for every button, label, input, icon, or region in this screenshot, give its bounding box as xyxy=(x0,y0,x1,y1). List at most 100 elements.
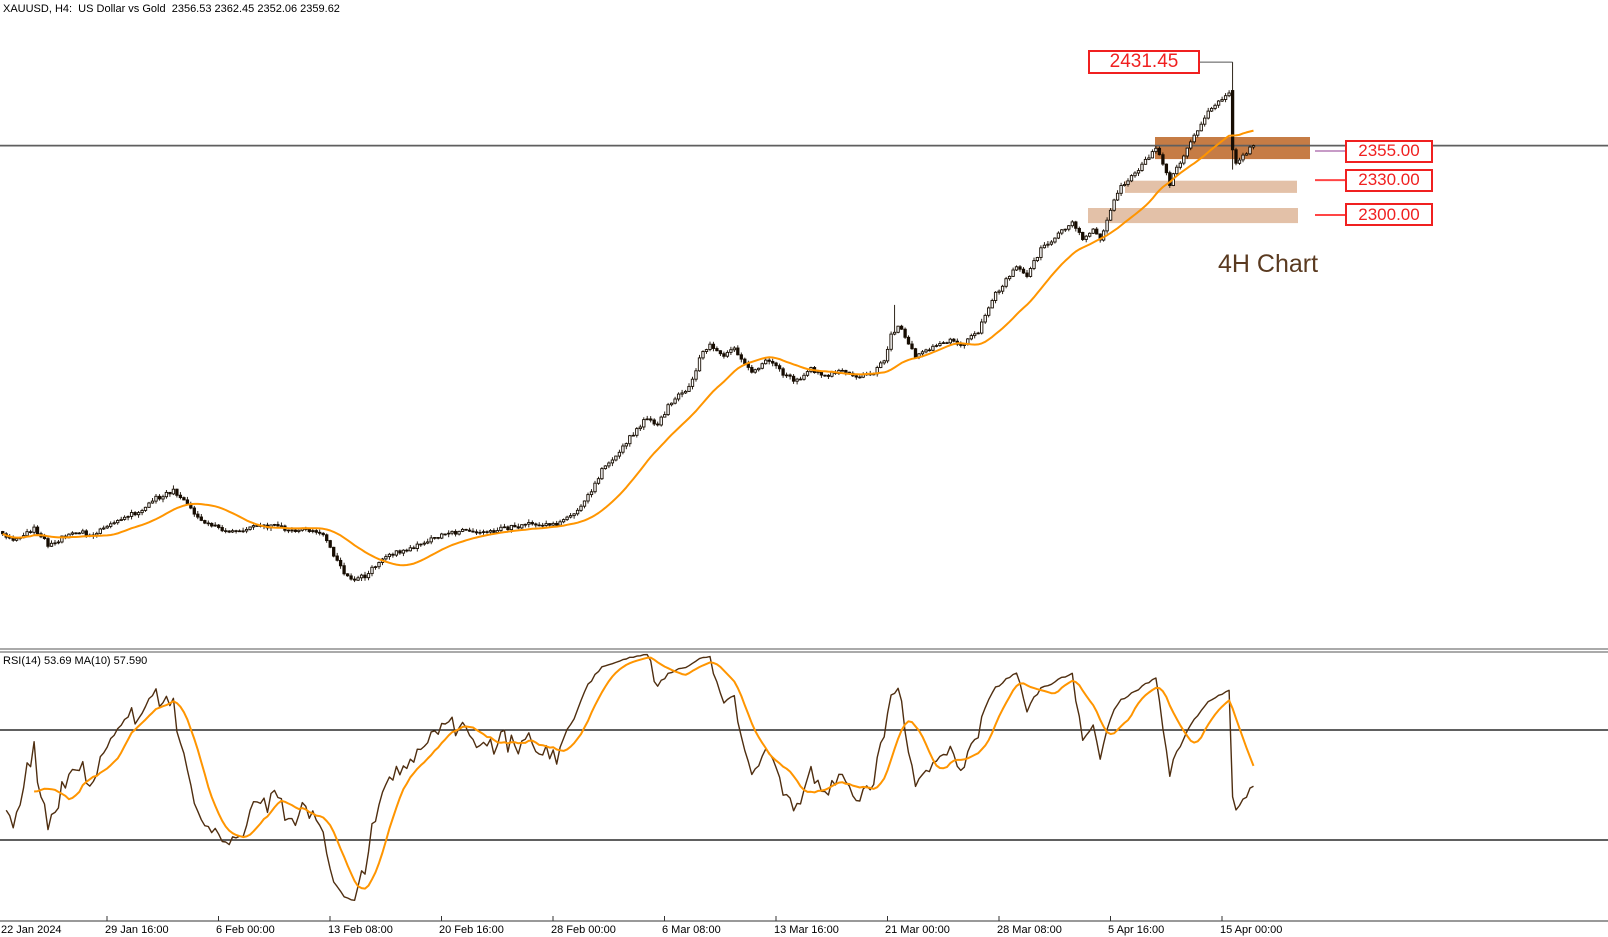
candle-body xyxy=(1028,268,1033,277)
candle-body xyxy=(1112,199,1116,211)
candle-body xyxy=(450,530,454,534)
candle-body xyxy=(1056,232,1061,239)
candle-body xyxy=(701,351,705,359)
time-axis-label: 21 Mar 00:00 xyxy=(885,924,950,936)
candle-body xyxy=(318,531,322,534)
candle-body xyxy=(1115,192,1120,201)
candle-body xyxy=(109,523,113,527)
price-label-2355[interactable]: 2355.00 xyxy=(1345,139,1433,163)
candle-body xyxy=(1021,268,1026,274)
candle-body xyxy=(732,347,736,351)
candle-body xyxy=(899,325,904,330)
symbol-title: XAUUSD, H4: US Dollar vs Gold 2356.53 23… xyxy=(3,3,340,15)
candle-body xyxy=(561,519,566,523)
candle-body xyxy=(596,478,601,484)
candle-body xyxy=(1063,228,1067,231)
candle-body xyxy=(255,525,259,527)
candle-body xyxy=(1227,92,1231,97)
candle-body xyxy=(798,378,803,381)
candle-body xyxy=(391,553,395,556)
rsi-ma-line xyxy=(34,656,1255,890)
supply-demand-zone-2[interactable] xyxy=(1088,208,1298,224)
candle-body xyxy=(913,348,918,358)
candle-body xyxy=(102,527,106,530)
candle-body xyxy=(485,531,489,533)
candle-body xyxy=(143,506,148,511)
candle-body xyxy=(527,522,531,525)
price-label-2300[interactable]: 2300.00 xyxy=(1345,203,1433,227)
candle-body xyxy=(565,516,569,521)
candle-body xyxy=(736,347,740,356)
supply-demand-zone-1[interactable] xyxy=(1125,180,1297,193)
candle-body xyxy=(582,500,587,507)
candle-body xyxy=(314,530,318,533)
candle-body xyxy=(1126,180,1130,185)
candle-body xyxy=(959,343,963,346)
candle-body xyxy=(1140,163,1144,171)
candle-body xyxy=(722,353,726,357)
candle-body xyxy=(49,542,54,547)
time-axis-label: 20 Feb 16:00 xyxy=(439,924,504,936)
price-label-2330[interactable]: 2330.00 xyxy=(1345,168,1433,192)
candle-body xyxy=(1241,154,1245,161)
candle-body xyxy=(60,535,64,543)
candle-body xyxy=(14,538,19,541)
candle-body xyxy=(1182,155,1186,164)
candle-body xyxy=(112,522,116,525)
candle-body xyxy=(178,494,183,499)
candle-body xyxy=(666,404,670,416)
candle-body xyxy=(715,348,719,352)
candle-body xyxy=(244,528,249,532)
candle-body xyxy=(934,345,939,347)
candle-body xyxy=(614,455,618,461)
candle-body xyxy=(784,374,789,377)
candle-body xyxy=(471,530,475,533)
candle-body xyxy=(945,342,949,344)
candle-body xyxy=(513,524,517,528)
candle-body xyxy=(516,526,520,529)
candle-body xyxy=(579,505,583,511)
candle-body xyxy=(311,530,315,532)
candle-body xyxy=(28,531,33,533)
candle-body xyxy=(980,321,984,334)
high-price-callout[interactable]: 2431.45 xyxy=(1088,50,1200,75)
candle-body xyxy=(1011,269,1015,277)
candle-body xyxy=(1192,134,1196,143)
candle-body xyxy=(373,566,378,568)
candle-body xyxy=(541,524,545,527)
candle-body xyxy=(892,331,897,335)
time-axis-label: 6 Mar 08:00 xyxy=(662,924,721,936)
candle-body xyxy=(638,426,642,430)
candle-body xyxy=(53,542,57,545)
candle-body xyxy=(1189,141,1193,149)
candle-body xyxy=(460,528,465,532)
candle-body xyxy=(196,513,200,518)
candle-body xyxy=(997,290,1001,293)
candle-body xyxy=(1143,158,1148,165)
candle-body xyxy=(457,530,461,535)
candle-body xyxy=(1209,107,1214,112)
candle-body xyxy=(1161,154,1165,165)
candle-body xyxy=(1220,99,1224,102)
candle-body xyxy=(1248,146,1252,155)
candle-body xyxy=(210,522,214,527)
candle-body xyxy=(192,507,196,515)
candle-body xyxy=(419,543,423,546)
candle-body xyxy=(384,556,388,560)
candle-body xyxy=(157,495,162,500)
candle-body xyxy=(182,497,186,501)
candle-body xyxy=(56,541,61,544)
candle-body xyxy=(433,537,437,539)
candle-body xyxy=(443,533,447,536)
candle-body xyxy=(164,491,169,498)
candle-body xyxy=(1053,237,1057,243)
candle-body xyxy=(349,575,353,580)
candle-body xyxy=(771,360,775,364)
candle-body xyxy=(1122,184,1127,187)
chart-note: 4H Chart xyxy=(1218,250,1319,278)
candle-body xyxy=(422,542,426,545)
candle-body xyxy=(356,577,360,581)
candle-body xyxy=(575,509,580,515)
candle-body xyxy=(534,523,538,526)
